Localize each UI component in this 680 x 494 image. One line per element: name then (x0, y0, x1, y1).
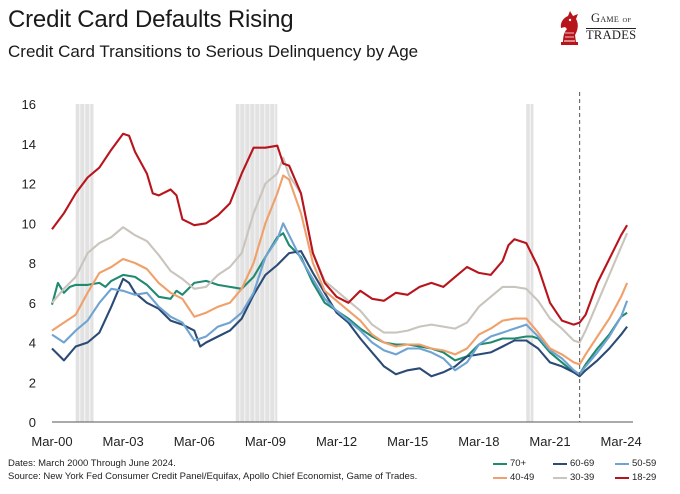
y-tick-label: 8 (29, 256, 36, 271)
recession-band (235, 104, 278, 422)
footer-dates: Dates: March 2000 Through June 2024. (8, 458, 176, 469)
x-tick-label: Mar-03 (103, 434, 144, 449)
y-tick-label: 2 (29, 375, 36, 390)
chart-subtitle: Credit Card Transitions to Serious Delin… (8, 42, 419, 61)
legend-item: 30-39 (553, 472, 615, 483)
knight-chess-icon (560, 11, 578, 45)
y-tick-label: 4 (29, 336, 36, 351)
game-of-trades-logo: GAME OF TRADES (556, 6, 668, 48)
x-tick-label: Mar-18 (458, 434, 499, 449)
x-tick-label: Mar-15 (387, 434, 428, 449)
chart-title: Credit Card Defaults Rising (8, 6, 294, 33)
legend-item: 18-29 (615, 472, 673, 483)
x-tick-label: Mar-21 (529, 434, 570, 449)
x-tick-label: Mar-09 (245, 434, 286, 449)
series-line-60-69 (51, 250, 628, 378)
x-tick-label: Mar-00 (31, 434, 72, 449)
legend-swatch (553, 462, 567, 465)
legend-swatch (615, 462, 629, 465)
x-tick-label: Mar-24 (601, 434, 642, 449)
y-tick-label: 6 (29, 296, 36, 311)
footer-source: Source: New York Fed Consumer Credit Pan… (8, 471, 418, 482)
legend-item: 70+ (493, 458, 553, 469)
series-line-30-39 (51, 156, 629, 344)
series-line-50-59 (51, 222, 629, 376)
legend-swatch (553, 476, 567, 479)
legend-label: 70+ (510, 458, 527, 469)
x-tick-label: Mar-06 (174, 434, 215, 449)
y-tick-label: 10 (22, 216, 36, 231)
legend-swatch (615, 476, 629, 479)
legend-label: 18-29 (632, 472, 657, 483)
y-tick-label: 0 (29, 415, 36, 430)
chart-legend: 70+ 60-69 50-59 40-49 30-39 18-29 (493, 458, 673, 483)
legend-label: 40-49 (510, 472, 535, 483)
legend-item: 60-69 (553, 458, 615, 469)
legend-item: 50-59 (615, 458, 673, 469)
y-tick-label: 14 (22, 137, 36, 152)
legend-swatch (493, 476, 507, 479)
y-tick-label: 16 (22, 97, 36, 112)
legend-swatch (493, 462, 507, 465)
series-line-40-49 (51, 174, 629, 366)
series-line-70+ (50, 232, 628, 376)
legend-label: 60-69 (570, 458, 595, 469)
series-line-18-29 (51, 132, 629, 326)
legend-label: 50-59 (632, 458, 657, 469)
logo-wordmark: GAME OF TRADES (586, 11, 637, 42)
legend-item: 40-49 (493, 472, 553, 483)
y-tick-label: 12 (22, 177, 36, 192)
legend-label: 30-39 (570, 472, 595, 483)
x-tick-label: Mar-12 (316, 434, 357, 449)
